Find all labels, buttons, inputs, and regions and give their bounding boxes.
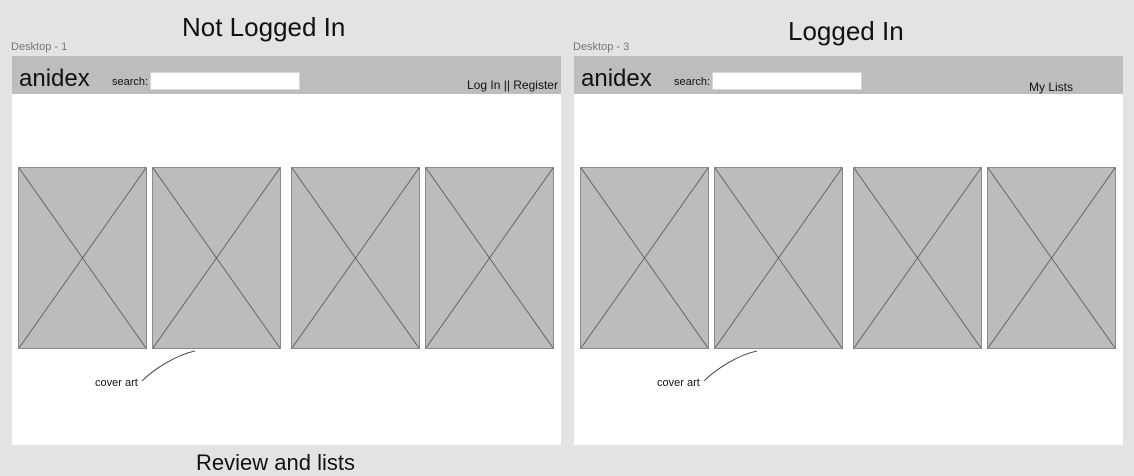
my-lists-link[interactable]: My Lists <box>1029 80 1074 94</box>
search-label: search: <box>112 76 149 88</box>
cover-art-placeholder[interactable] <box>580 167 709 349</box>
frame-label-desktop-3: Desktop - 3 <box>573 41 630 53</box>
annotation-leader-line <box>703 350 758 382</box>
section-title-logged-in: Logged In <box>788 16 904 46</box>
site-logo[interactable]: anidex <box>581 65 652 92</box>
site-header: anidex search: My Lists <box>574 56 1123 94</box>
section-title-review-lists: Review and lists <box>196 450 355 475</box>
desktop-frame-logged-in: anidex search: My Lists cover art <box>574 56 1123 445</box>
cover-art-placeholder[interactable] <box>714 167 843 349</box>
desktop-frame-not-logged-in: anidex search: Log In || Register cover … <box>12 56 561 445</box>
cover-art-placeholder[interactable] <box>425 167 554 349</box>
cover-art-placeholder[interactable] <box>152 167 281 349</box>
search-label: search: <box>674 76 711 88</box>
frame-label-desktop-1: Desktop - 1 <box>11 41 68 53</box>
section-title-not-logged-in: Not Logged In <box>182 12 346 42</box>
annotation-leader-line <box>141 350 196 382</box>
login-register-link[interactable]: Log In || Register <box>467 78 558 92</box>
site-logo[interactable]: anidex <box>19 65 90 92</box>
site-header: anidex search: Log In || Register <box>12 56 561 94</box>
search-input[interactable] <box>150 72 300 90</box>
search-input[interactable] <box>712 72 862 90</box>
cover-art-annotation: cover art <box>95 377 138 389</box>
cover-art-annotation: cover art <box>657 377 700 389</box>
cover-art-placeholder[interactable] <box>291 167 420 349</box>
cover-art-placeholder[interactable] <box>853 167 982 349</box>
cover-art-placeholder[interactable] <box>987 167 1116 349</box>
cover-art-placeholder[interactable] <box>18 167 147 349</box>
